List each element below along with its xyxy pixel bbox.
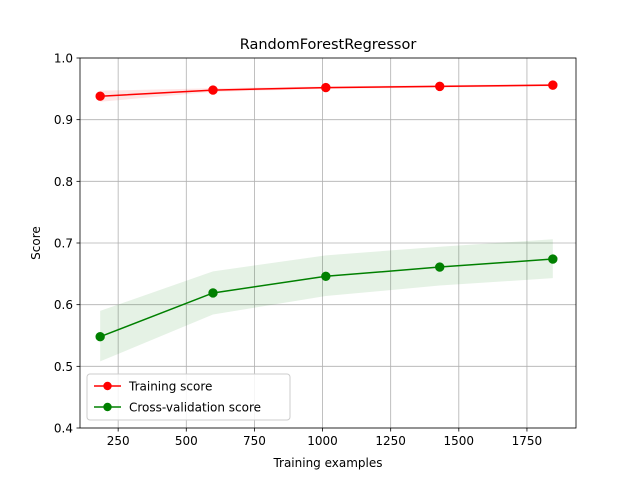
y-axis-ticks: 0.4 0.5 0.6 0.7 0.8 0.9 1.0	[54, 52, 80, 436]
confidence-bands	[100, 83, 553, 362]
data-point-training	[208, 85, 218, 95]
y-tick-label: 0.9	[54, 113, 73, 127]
chart-title: RandomForestRegressor	[240, 37, 417, 53]
x-tick-label: 1000	[307, 434, 338, 448]
data-point-cross-validation	[208, 288, 218, 298]
y-tick-label: 1.0	[54, 52, 73, 66]
x-axis-title: Training examples	[272, 456, 382, 470]
y-axis-title: Score	[29, 226, 43, 260]
x-tick-label: 1750	[512, 434, 543, 448]
data-point-training	[548, 80, 558, 90]
data-point-cross-validation	[548, 254, 558, 264]
data-point-training	[321, 82, 331, 93]
legend-marker-cross-validation	[103, 402, 112, 412]
x-axis-ticks: 250 500 750 1000 1250 1500 1750	[107, 428, 543, 448]
x-tick-label: 250	[107, 434, 130, 448]
data-point-training	[95, 91, 105, 101]
x-tick-label: 1500	[444, 434, 475, 448]
y-tick-label: 0.7	[54, 237, 73, 251]
y-tick-label: 0.5	[54, 360, 73, 374]
y-tick-label: 0.4	[54, 422, 73, 436]
data-point-cross-validation	[321, 271, 331, 281]
legend-label-cross-validation: Cross-validation score	[129, 401, 261, 415]
data-point-cross-validation	[95, 332, 105, 342]
data-point-training	[435, 81, 445, 92]
series-markers	[95, 80, 558, 342]
y-tick-label: 0.6	[54, 298, 73, 312]
legend: Training score Cross-validation score	[86, 373, 291, 421]
legend-marker-training	[103, 381, 112, 391]
x-tick-label: 750	[243, 434, 266, 448]
legend-box	[86, 373, 291, 421]
x-tick-label: 1250	[375, 434, 406, 448]
y-tick-label: 0.8	[54, 175, 73, 189]
confidence-band-cross-validation	[100, 239, 553, 362]
data-point-cross-validation	[435, 262, 445, 272]
legend-label-training: Training score	[128, 380, 212, 394]
x-tick-label: 500	[175, 434, 198, 448]
